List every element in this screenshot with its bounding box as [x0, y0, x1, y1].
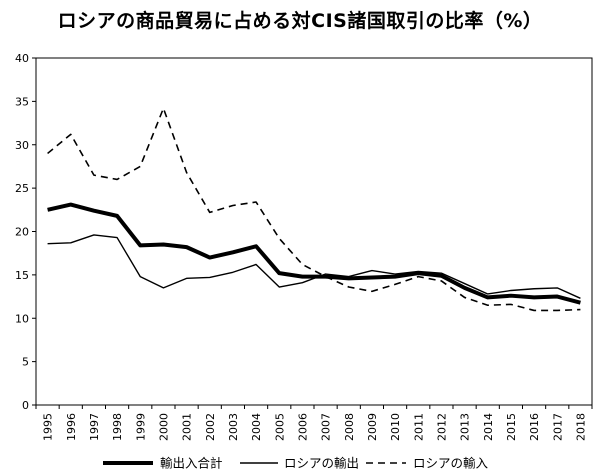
y-tick-label: 15 [15, 269, 29, 282]
legend-label-1: 輸出入合計 [160, 456, 223, 471]
x-tick-label: 2009 [366, 413, 379, 441]
x-tick-label: 2018 [574, 413, 587, 441]
plot-frame [35, 57, 593, 406]
x-tick-label: 2000 [157, 413, 170, 441]
y-axis: 0 5 10 15 20 25 30 35 40 [15, 52, 36, 412]
y-tick-label: 0 [22, 399, 29, 412]
x-tick-label: 2012 [435, 413, 448, 441]
x-tick-label: 2007 [320, 413, 333, 441]
y-tick-label: 5 [22, 356, 29, 369]
axes [35, 57, 593, 406]
x-tick-label: 1996 [65, 413, 78, 441]
x-tick-label: 1999 [134, 413, 147, 441]
y-tick-label: 35 [15, 95, 29, 108]
series-lines [47, 107, 581, 312]
series-line-2 [47, 234, 581, 299]
x-tick-label: 2013 [459, 413, 472, 441]
y-tick-label: 30 [15, 139, 29, 152]
y-tick-label: 10 [15, 312, 29, 325]
x-tick-label: 1995 [42, 413, 55, 441]
x-tick-label: 2014 [482, 413, 495, 441]
x-axis: 1995 1996 1997 1998 1999 2000 2001 2002 2003 2004… [35, 405, 593, 441]
y-tick-label: 25 [15, 182, 29, 195]
x-tick-label: 2011 [412, 413, 425, 441]
x-tick-label: 2015 [505, 413, 518, 441]
series-line-1 [47, 202, 581, 305]
legend: 輸出入合計 ロシアの輸出 ロシアの輸入 [103, 456, 489, 471]
x-tick-label: 1997 [88, 413, 101, 441]
legend-label-2: ロシアの輸出 [284, 456, 359, 471]
x-tick-label: 2001 [181, 413, 194, 441]
x-tick-label: 2016 [528, 413, 541, 441]
y-tick-label: 20 [15, 226, 29, 239]
legend-label-3: ロシアの輸入 [413, 456, 489, 471]
chart-title: ロシアの商品貿易に占める対CIS諸国取引の比率（%） [57, 10, 543, 32]
x-tick-label: 2002 [204, 413, 217, 441]
x-tick-label: 2005 [273, 413, 286, 441]
series-line-3 [47, 107, 581, 312]
y-tick-label: 40 [15, 52, 29, 65]
x-tick-label: 1998 [111, 413, 124, 441]
x-tick-label: 2008 [343, 413, 356, 441]
x-tick-label: 2004 [250, 413, 263, 441]
x-tick-label: 2010 [389, 413, 402, 441]
x-tick-label: 2006 [296, 413, 309, 441]
x-tick-label: 2003 [227, 413, 240, 441]
x-tick-label: 2017 [551, 413, 564, 441]
